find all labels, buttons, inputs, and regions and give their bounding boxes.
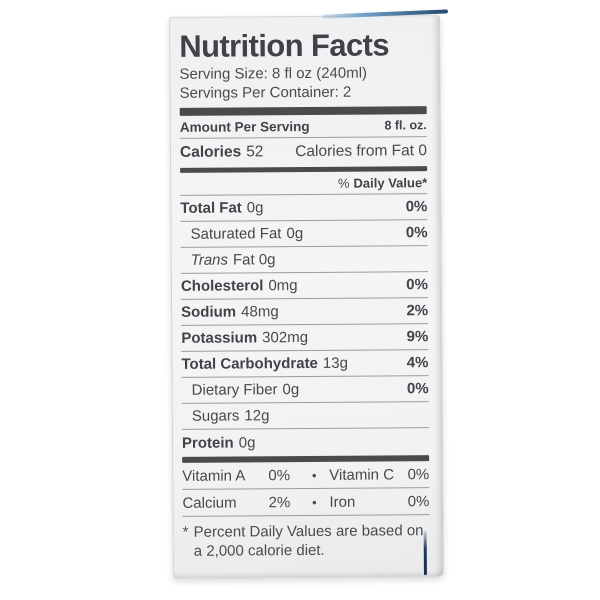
nutrient-row-cholesterol: Cholesterol 0mg 0% <box>180 272 429 300</box>
nutrient-amount: 48mg <box>241 303 279 321</box>
nutrient-name: Total Carbohydrate <box>181 354 318 373</box>
percent-sign: % <box>337 175 350 191</box>
footnote-text: Percent Daily Values are based on a 2,00… <box>193 522 424 560</box>
vitamin-value: 0% <box>407 465 430 483</box>
vitamin-name: Iron <box>329 493 356 511</box>
vitamin-row-a-c: Vitamin A 0% • Vitamin C 0% <box>182 461 430 490</box>
nutrient-dv: 0% <box>406 380 429 398</box>
vitamin-value: 0% <box>407 492 430 510</box>
bullet-separator: • <box>311 467 317 483</box>
vitamin-name: Vitamin A <box>182 466 246 485</box>
calories-from-fat: Calories from Fat 0 <box>295 141 428 160</box>
nutrient-dv: 0% <box>406 276 428 294</box>
nutrient-row-sodium: Sodium 48mg 2% <box>181 298 429 326</box>
amount-per-serving-row: Amount Per Serving 8 fl. oz. <box>179 114 427 139</box>
amount-per-serving-label: Amount Per Serving <box>179 118 310 135</box>
nutrient-amount: 0g <box>286 225 304 243</box>
nutrient-dv: 2% <box>406 302 429 320</box>
carton-right-edge <box>423 531 427 576</box>
nutrient-row-protein: Protein 0g <box>182 428 429 456</box>
vitamin-row-calcium-iron: Calcium 2% • Iron 0% <box>182 488 430 517</box>
nutrient-row-total-carbohydrate: Total Carbohydrate 13g 4% <box>181 350 429 378</box>
nutrient-dv: 0% <box>405 198 428 216</box>
nutrient-row-total-fat: Total Fat 0g 0% <box>180 194 428 222</box>
calories-label: Calories <box>179 142 242 161</box>
nutrient-amount: 0g <box>282 381 300 399</box>
nutrient-row-sugars: Sugars 12g <box>181 402 429 430</box>
nutrient-row-trans-fat: Trans Fat 0g <box>180 246 428 274</box>
vitamin-name: Vitamin C <box>329 465 395 484</box>
nutrient-name: Trans <box>190 251 229 269</box>
vitamin-value: 0% <box>268 466 291 484</box>
calories-row: Calories 52 Calories from Fat 0 <box>180 137 427 166</box>
vitamin-name: Calcium <box>182 493 237 512</box>
nutrient-name: Saturated Fat <box>190 225 282 243</box>
nutrient-amount: 0g <box>246 199 264 217</box>
nutrient-row-dietary-fiber: Dietary Fiber 0g 0% <box>181 376 429 404</box>
nutrient-name: Cholesterol <box>180 277 264 295</box>
bullet-separator: • <box>312 494 317 510</box>
nutrient-amount: 0g <box>238 433 256 451</box>
nutrient-dv: 9% <box>406 328 429 346</box>
footnote-marker: * <box>182 523 189 541</box>
nutrition-facts-label: Nutrition Facts Serving Size: 8 fl oz (2… <box>169 15 444 579</box>
nutrient-row-saturated-fat: Saturated Fat 0g 0% <box>180 220 428 248</box>
nutrient-name: Sugars <box>191 407 240 425</box>
serving-size: Serving Size: 8 fl oz (240ml) <box>179 64 368 83</box>
serving-volume: 8 fl. oz. <box>384 118 427 133</box>
servings-per-container: Servings Per Container: 2 <box>179 83 352 102</box>
nutrient-name: Potassium <box>181 329 258 347</box>
nutrient-name: Sodium <box>181 303 237 321</box>
daily-value-header: % Daily Value* <box>180 171 428 196</box>
label-title: Nutrition Facts <box>179 27 390 64</box>
nutrient-amount: 12g <box>244 407 270 425</box>
calories-value-group: Calories 52 <box>180 143 264 162</box>
nutrient-name: Dietary Fiber <box>191 381 278 399</box>
calories-value: 52 <box>246 142 264 160</box>
daily-value-label: Daily Value* <box>353 174 428 191</box>
vitamin-value: 2% <box>268 493 291 511</box>
footnote: * Percent Daily Values are based on a 2,… <box>183 521 430 561</box>
nutrient-amount: 302mg <box>262 328 309 347</box>
nutrient-amount: 13g <box>322 354 348 372</box>
nutrient-name: Total Fat <box>180 199 242 217</box>
nutrient-name: Protein <box>181 434 234 452</box>
nutrient-amount: Fat 0g <box>232 251 276 269</box>
nutrient-dv: 0% <box>405 224 428 242</box>
nutrient-amount: 0mg <box>268 277 298 295</box>
nutrient-dv: 4% <box>406 354 429 372</box>
nutrient-row-potassium: Potassium 302mg 9% <box>181 324 429 352</box>
